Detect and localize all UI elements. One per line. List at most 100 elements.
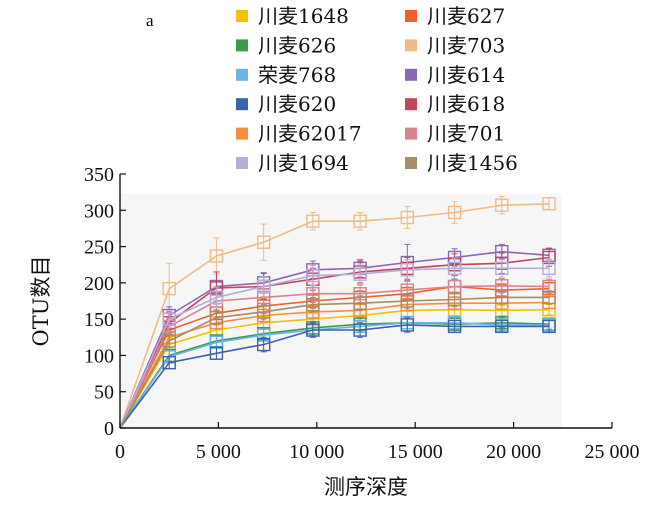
data-point [209, 310, 224, 325]
data-point [162, 334, 176, 348]
data-point [256, 235, 271, 249]
legend-item: 川麦627 [405, 4, 505, 28]
data-point [256, 305, 271, 319]
legend-item: 川麦1456 [405, 151, 518, 175]
x-tick-label: 25 000 [585, 441, 640, 463]
y-tick-label: 0 [104, 418, 114, 440]
data-point [353, 323, 367, 337]
legend-item: 川麦703 [405, 33, 505, 57]
legend-swatch [236, 68, 248, 81]
x-axis-title: 测序深度 [324, 475, 408, 499]
data-point [209, 290, 224, 305]
panel-label: a [146, 11, 154, 30]
legend-swatch [236, 98, 248, 111]
data-point [495, 198, 509, 212]
data-point [353, 214, 367, 228]
legend-item: 荣麦768 [236, 63, 336, 87]
legend-swatch [405, 127, 417, 140]
legend-item: 川麦618 [405, 92, 505, 116]
data-point [447, 292, 462, 307]
data-point [256, 279, 271, 294]
data-point [256, 337, 271, 352]
series-4 [119, 195, 556, 429]
legend-swatch [405, 98, 417, 111]
legend-swatch [236, 39, 248, 52]
y-axis-title: OTU数目 [29, 256, 53, 347]
series-line [119, 285, 550, 429]
x-tick-label: 5 000 [196, 441, 241, 463]
data-point [400, 294, 415, 308]
legend-swatch [405, 10, 417, 22]
legend-item: 川麦626 [236, 33, 336, 57]
series-line [119, 324, 549, 429]
data-point [353, 296, 367, 310]
legend-label: 川麦618 [427, 92, 505, 116]
y-tick-label: 100 [84, 345, 114, 367]
data-point [447, 319, 462, 334]
data-point [162, 312, 176, 326]
data-point [306, 297, 320, 312]
data-point [306, 323, 320, 337]
y-tick-label: 350 [84, 164, 114, 186]
series-line [119, 296, 549, 429]
legend-item: 川麦62017 [236, 122, 362, 146]
data-point [447, 205, 462, 220]
legend-item: 川麦614 [405, 63, 505, 87]
data-point [542, 197, 556, 211]
x-tick-label: 10 000 [289, 441, 344, 463]
legend-label: 川麦627 [427, 4, 505, 28]
series-11 [119, 257, 556, 429]
legend-label: 川麦701 [427, 122, 505, 146]
data-point [209, 249, 224, 263]
series-7 [119, 317, 556, 429]
data-point [306, 268, 320, 283]
y-tick-label: 200 [84, 273, 114, 295]
x-tick-label: 0 [115, 441, 125, 463]
series-line [119, 250, 550, 429]
x-tick-label: 20 000 [486, 441, 541, 463]
series-line [119, 321, 549, 429]
legend-label: 川麦1456 [427, 151, 518, 175]
data-point [306, 214, 320, 228]
y-tick-label: 150 [84, 309, 114, 331]
legend-item: 川麦701 [405, 122, 505, 146]
series-line [119, 203, 550, 429]
legend-label: 川麦614 [427, 63, 505, 87]
legend-swatch [405, 39, 417, 52]
data-point [353, 267, 367, 281]
x-tick-label: 15 000 [388, 441, 443, 463]
data-point [209, 346, 224, 360]
data-point [400, 210, 415, 225]
y-tick-label: 300 [84, 200, 114, 222]
legend-label: 川麦703 [427, 33, 505, 57]
legend-item: 川麦1648 [236, 4, 349, 28]
series-line [119, 284, 550, 429]
data-point [495, 261, 509, 276]
data-point [542, 319, 556, 334]
series-line [119, 308, 550, 429]
series-line [119, 267, 549, 429]
data-point [400, 263, 415, 277]
data-point [162, 355, 176, 370]
data-point [495, 319, 509, 334]
y-tick-label: 50 [94, 382, 114, 404]
legend-label: 川麦1648 [258, 4, 349, 28]
legend-label: 荣麦768 [258, 63, 336, 87]
series-12 [119, 290, 556, 429]
legend-item: 川麦620 [236, 92, 336, 116]
legend-swatch [236, 10, 248, 22]
y-tick-label: 250 [84, 237, 114, 259]
data-point [495, 290, 509, 305]
chart-axes: 0 50 100 150 200 250 300 350 0 5 000 10 000 15 000 2… [84, 164, 640, 463]
legend-label: 川麦62017 [258, 122, 362, 146]
plot-area [119, 194, 562, 429]
chart-legend: 川麦1648 川麦627 川麦626 川麦703 荣麦768 川麦614 川麦620 川麦61… [236, 4, 518, 175]
data-point [162, 281, 176, 296]
legend-swatch [236, 157, 248, 169]
legend-swatch [405, 157, 417, 169]
legend-swatch [405, 68, 417, 81]
legend-label: 川麦1694 [258, 151, 349, 175]
legend-label: 川麦626 [258, 33, 336, 57]
data-point [542, 290, 556, 305]
